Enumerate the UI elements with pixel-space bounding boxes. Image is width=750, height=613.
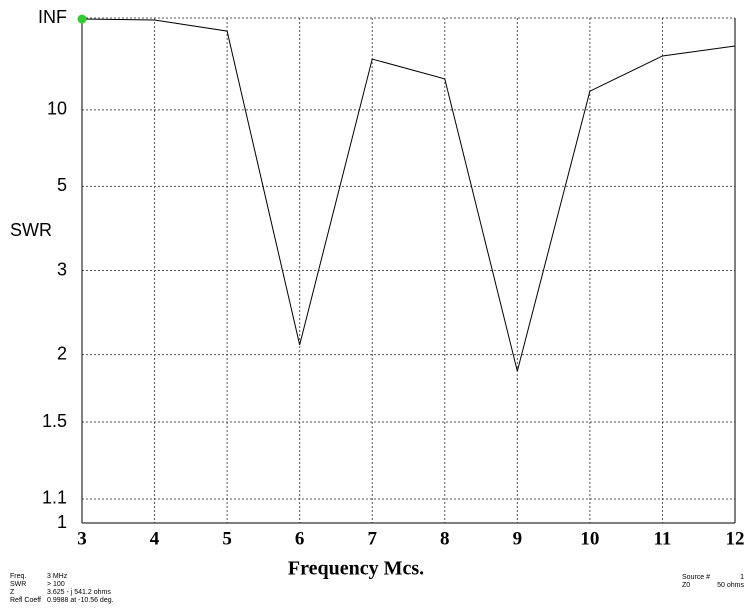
- x-tick-label: 5: [222, 528, 232, 549]
- cursor-marker: [77, 14, 87, 24]
- x-tick-label: 3: [77, 528, 87, 549]
- y-tick-label: 3: [57, 259, 67, 279]
- info-value: > 100: [47, 581, 65, 588]
- info-value: 3.625 - j 541.2 ohms: [47, 589, 111, 596]
- info-label: Source #: [682, 574, 710, 581]
- y-tick-label: 1.1: [42, 488, 67, 508]
- info-value: 50 ohms: [717, 582, 744, 589]
- y-tick-label: 10: [47, 99, 67, 119]
- x-tick-label: 12: [726, 528, 745, 549]
- x-tick-label: 8: [440, 528, 450, 549]
- x-tick-label: 11: [653, 528, 671, 549]
- y-tick-label: 1.5: [42, 411, 67, 431]
- x-tick-label: 6: [295, 528, 305, 549]
- x-tick-label: 10: [580, 528, 599, 549]
- info-label: Z0: [682, 582, 690, 589]
- info-label: Z: [10, 589, 15, 596]
- y-tick-label: 1: [57, 512, 67, 532]
- x-tick-label: 7: [367, 528, 377, 549]
- y-axis-label: SWR: [10, 220, 52, 240]
- y-tick-label: INF: [38, 7, 67, 27]
- info-label: Freq.: [10, 573, 26, 580]
- x-tick-label: 9: [513, 528, 523, 549]
- info-value: 1: [740, 574, 744, 581]
- info-label: Refl Coeff: [10, 597, 41, 604]
- y-tick-label: 5: [57, 175, 67, 195]
- swr-line: [81, 18, 736, 372]
- y-tick-label: 2: [57, 343, 67, 363]
- x-axis-label: Frequency Mcs.: [288, 558, 424, 580]
- x-tick-label: 4: [150, 528, 160, 549]
- info-value: 3 MHz: [47, 573, 68, 580]
- info-label: SWR: [10, 581, 26, 588]
- info-value: 0.9988 at -10.56 deg.: [47, 597, 114, 604]
